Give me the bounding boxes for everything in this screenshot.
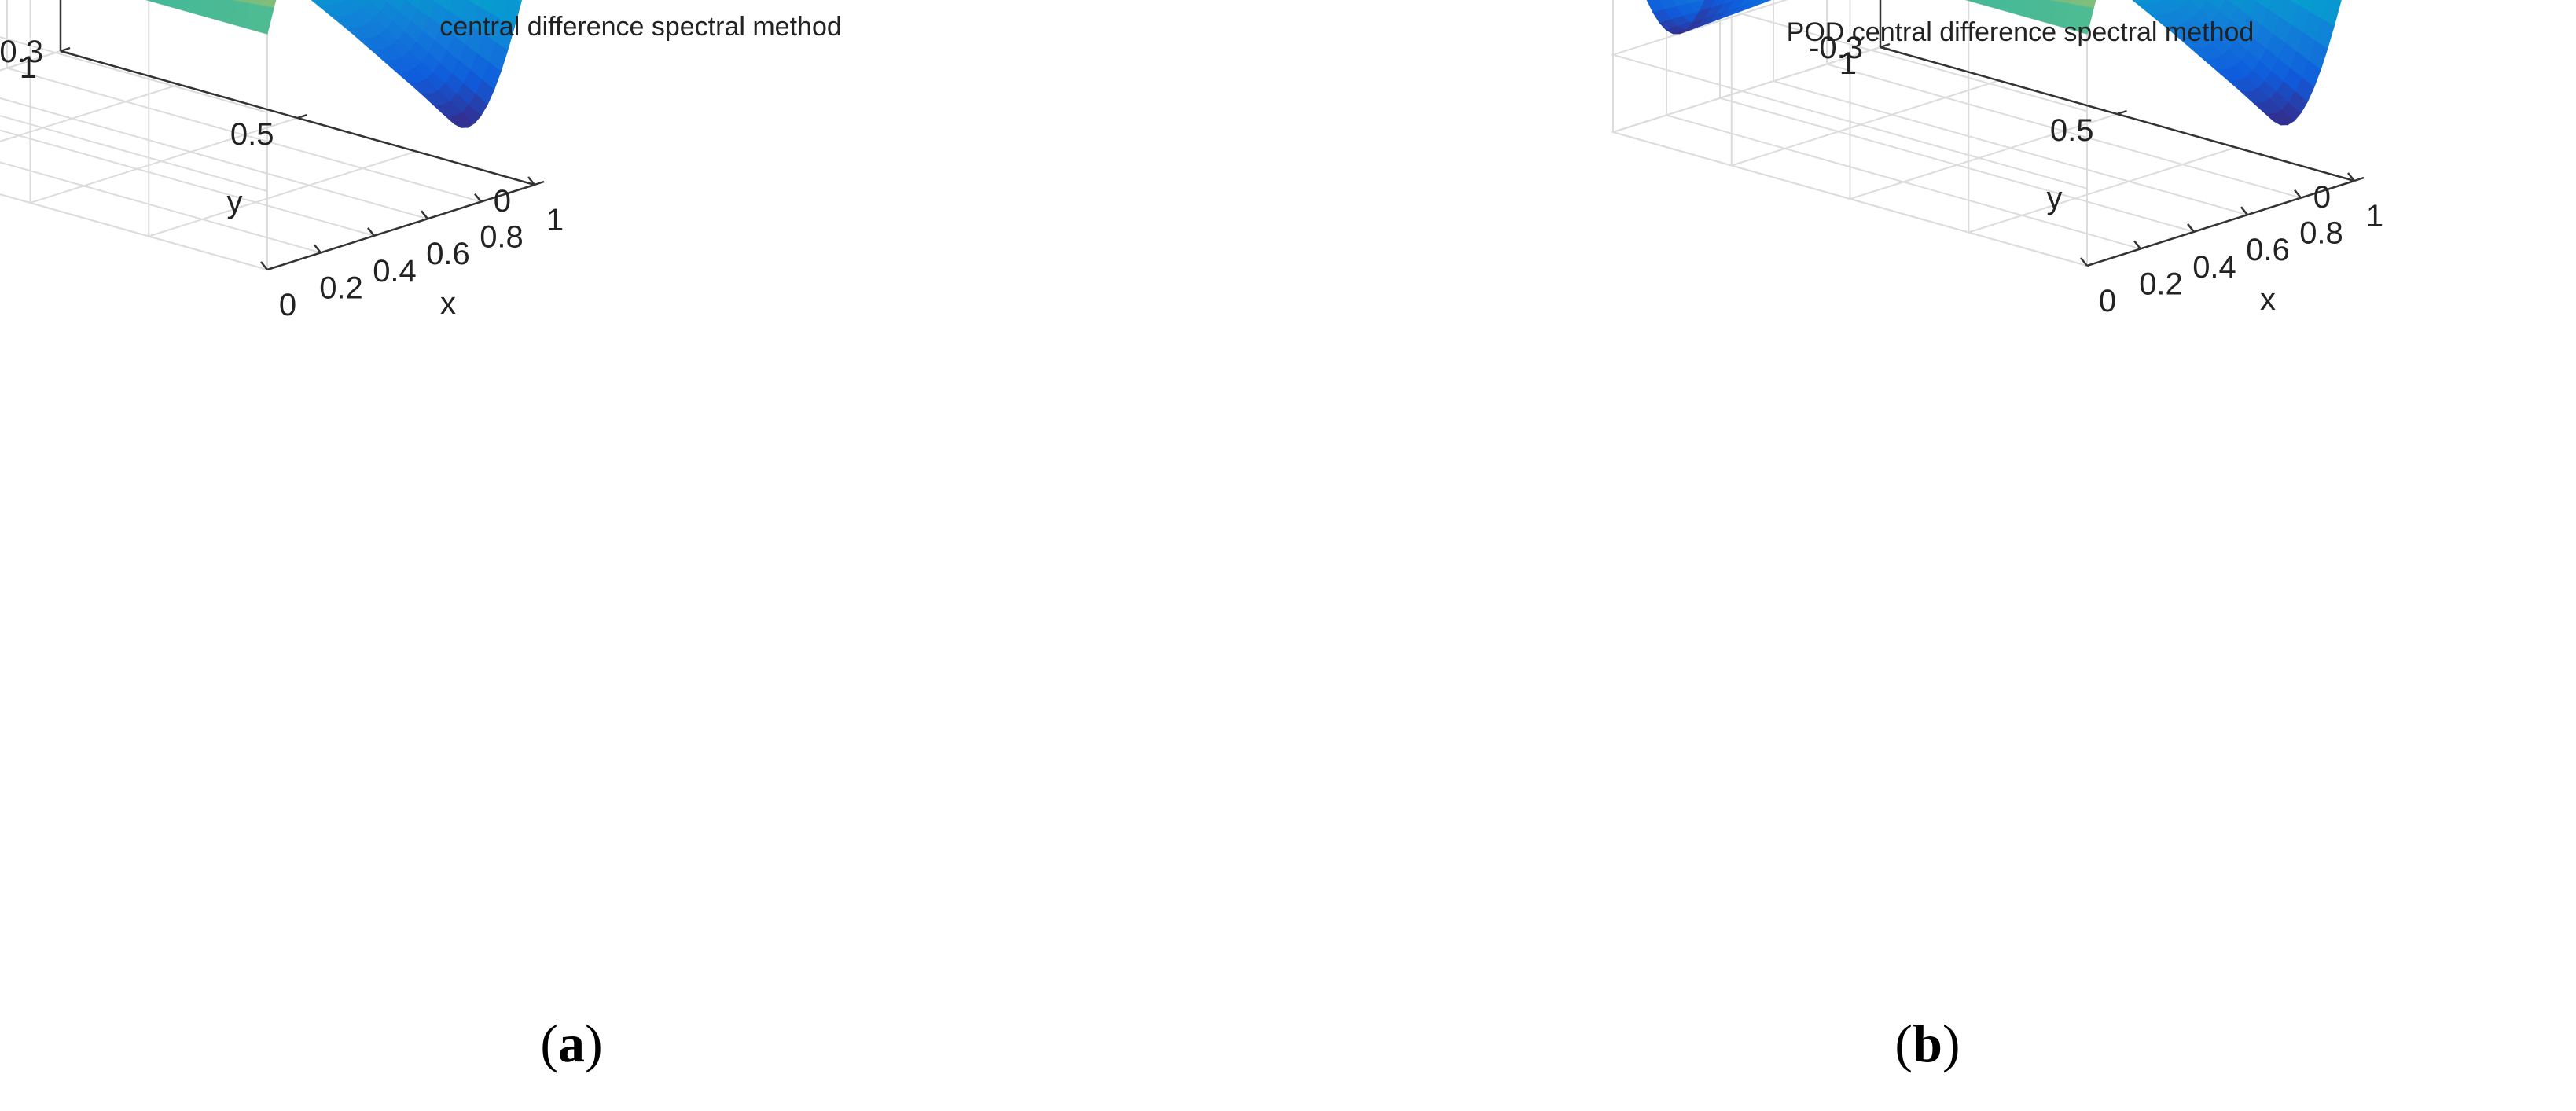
x-tick-label: 0.6 xyxy=(426,237,470,271)
z-tick-label: -0.3 xyxy=(0,35,43,69)
y-tick-label: 0.5 xyxy=(2050,113,2094,148)
x-tick-label: 1 xyxy=(546,203,564,237)
x-tick-label: 0.2 xyxy=(2139,267,2183,301)
temperature-surface xyxy=(145,0,523,128)
x-tick-label: 1 xyxy=(2366,199,2383,234)
y-tick-label: 0 xyxy=(2313,180,2331,215)
x-axis-label: x xyxy=(440,286,456,321)
x-axis-ticks: 0 0.2 0.4 0.6 0.8 1 xyxy=(260,176,564,322)
x-tick-label: 0 xyxy=(2099,284,2116,318)
y-tick-label: 0 xyxy=(494,184,511,219)
x-tick-label: 0.4 xyxy=(2192,250,2236,285)
x-tick-label: 0.8 xyxy=(480,220,524,255)
x-tick-label: 0.4 xyxy=(373,254,417,289)
y-axis-label: y xyxy=(2047,181,2063,215)
x-tick-label: 0 xyxy=(279,288,296,322)
y-axis-label: y xyxy=(227,185,243,219)
chart-panel-a: 0.30.20.10-0.1-0.2-0.300.20.40.60.8100.5… xyxy=(0,0,842,1073)
z-axis-ticks: 0.30.20.10-0.1-0.2-0.3 xyxy=(1809,31,1891,65)
chart-panel-b: 0.30.20.10-0.1-0.2-0.300.20.40.60.8100.5… xyxy=(1407,0,2576,1111)
y-tick-label: 1 xyxy=(20,50,37,85)
chart-title: POD central difference spectral method xyxy=(1787,17,2254,47)
x-tick-label: 0.6 xyxy=(2246,233,2290,267)
panel-caption: (a) xyxy=(540,1014,602,1073)
surface-plot-b: 0.30.20.10-0.1-0.2-0.300.20.40.60.8100.5… xyxy=(1610,0,2383,1073)
y-tick-label: 0.5 xyxy=(230,117,274,152)
x-tick-label: 0.8 xyxy=(2299,216,2343,251)
y-tick-label: 1 xyxy=(1839,46,1857,81)
x-tick-label: 0.2 xyxy=(319,270,363,305)
y-axis-ticks: 00.51 xyxy=(20,46,545,219)
grid-lines xyxy=(0,0,535,270)
chart-title: central difference spectral method xyxy=(439,12,842,42)
temperature-surface xyxy=(1646,0,2342,126)
z-tick-label: -0.3 xyxy=(1809,31,1863,65)
x-axis-label: x xyxy=(2260,282,2276,317)
x-axis-ticks: 0 0.2 0.4 0.6 0.8 1 xyxy=(2080,172,2383,318)
panel-caption: (b) xyxy=(1894,1014,1960,1073)
surface-plot-a: 0.30.20.10-0.1-0.2-0.300.20.40.60.8100.5… xyxy=(0,0,842,1073)
y-axis-ticks: 00.51 xyxy=(1839,42,2365,215)
